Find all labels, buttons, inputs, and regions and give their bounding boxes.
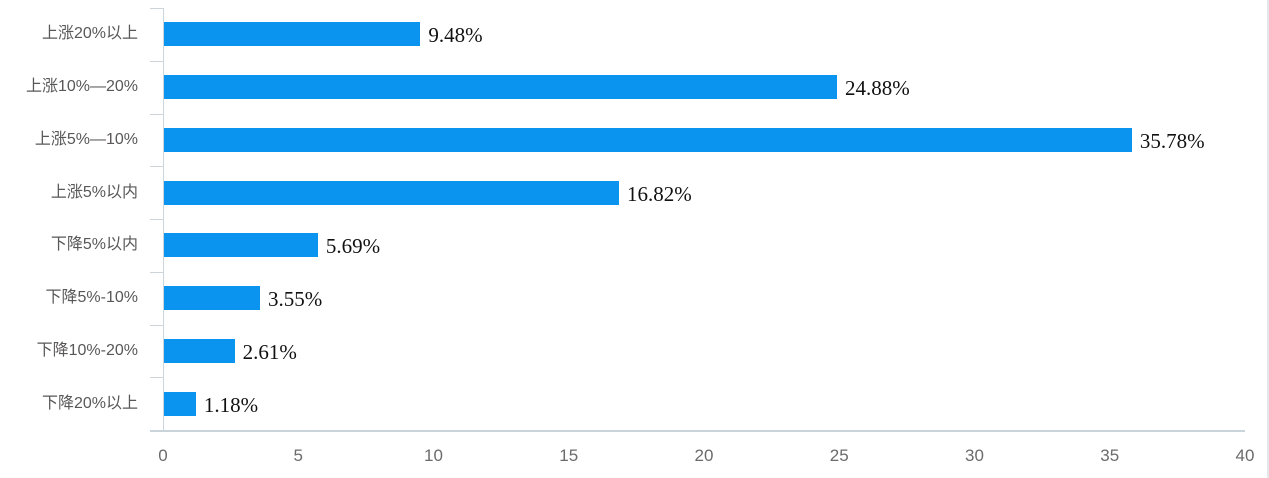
bar[interactable] [164, 338, 235, 363]
bar[interactable] [164, 127, 1132, 152]
bar[interactable] [164, 233, 318, 258]
category-label: 下降10%-20% [36, 341, 138, 359]
category-label: 上涨5%以内 [50, 183, 138, 201]
y-axis-tick [150, 271, 163, 273]
category-label: 下降20%以上 [41, 394, 138, 412]
bar[interactable] [164, 180, 619, 205]
category-label: 上涨5%—10% [34, 130, 138, 148]
value-label: 5.69% [325, 234, 381, 259]
bar[interactable] [164, 75, 837, 100]
category-label: 下降5%以内 [50, 236, 138, 254]
x-axis-line [150, 430, 1245, 432]
value-label: 9.48% [428, 23, 483, 48]
y-axis-tick [150, 166, 163, 168]
value-label: 3.55% [268, 287, 323, 312]
y-axis-tick [150, 8, 163, 9]
y-axis-tick [150, 113, 163, 115]
y-axis-tick [150, 377, 163, 379]
value-label: 24.88% [845, 76, 910, 101]
value-label: 1.18% [203, 392, 259, 417]
category-label: 上涨20%以上 [41, 25, 138, 43]
category-label: 上涨10%—20% [25, 78, 138, 96]
x-axis-tick-label: 25 [829, 446, 849, 465]
value-label: 2.61% [242, 339, 297, 364]
x-axis-tick-label: 40 [1235, 446, 1255, 465]
x-axis-tick-label: 0 [158, 446, 168, 465]
y-axis-line [163, 8, 164, 430]
x-axis-tick-label: 30 [965, 446, 984, 465]
x-axis-tick-label: 15 [559, 446, 579, 465]
value-label: 35.78% [1139, 128, 1205, 153]
y-axis-tick [150, 324, 163, 326]
y-axis-tick [150, 60, 163, 62]
x-axis-tick-label: 5 [293, 446, 303, 465]
bar[interactable] [164, 22, 421, 47]
x-axis-tick-label: 10 [424, 446, 443, 465]
category-label: 下降5%-10% [45, 289, 138, 307]
x-axis-tick-label: 20 [694, 446, 714, 465]
bar[interactable] [164, 286, 261, 311]
y-axis-tick [150, 430, 163, 431]
value-label: 16.82% [626, 181, 692, 206]
bar[interactable] [164, 391, 196, 416]
y-axis-tick [150, 219, 163, 220]
x-axis-tick-label: 35 [1100, 446, 1120, 465]
